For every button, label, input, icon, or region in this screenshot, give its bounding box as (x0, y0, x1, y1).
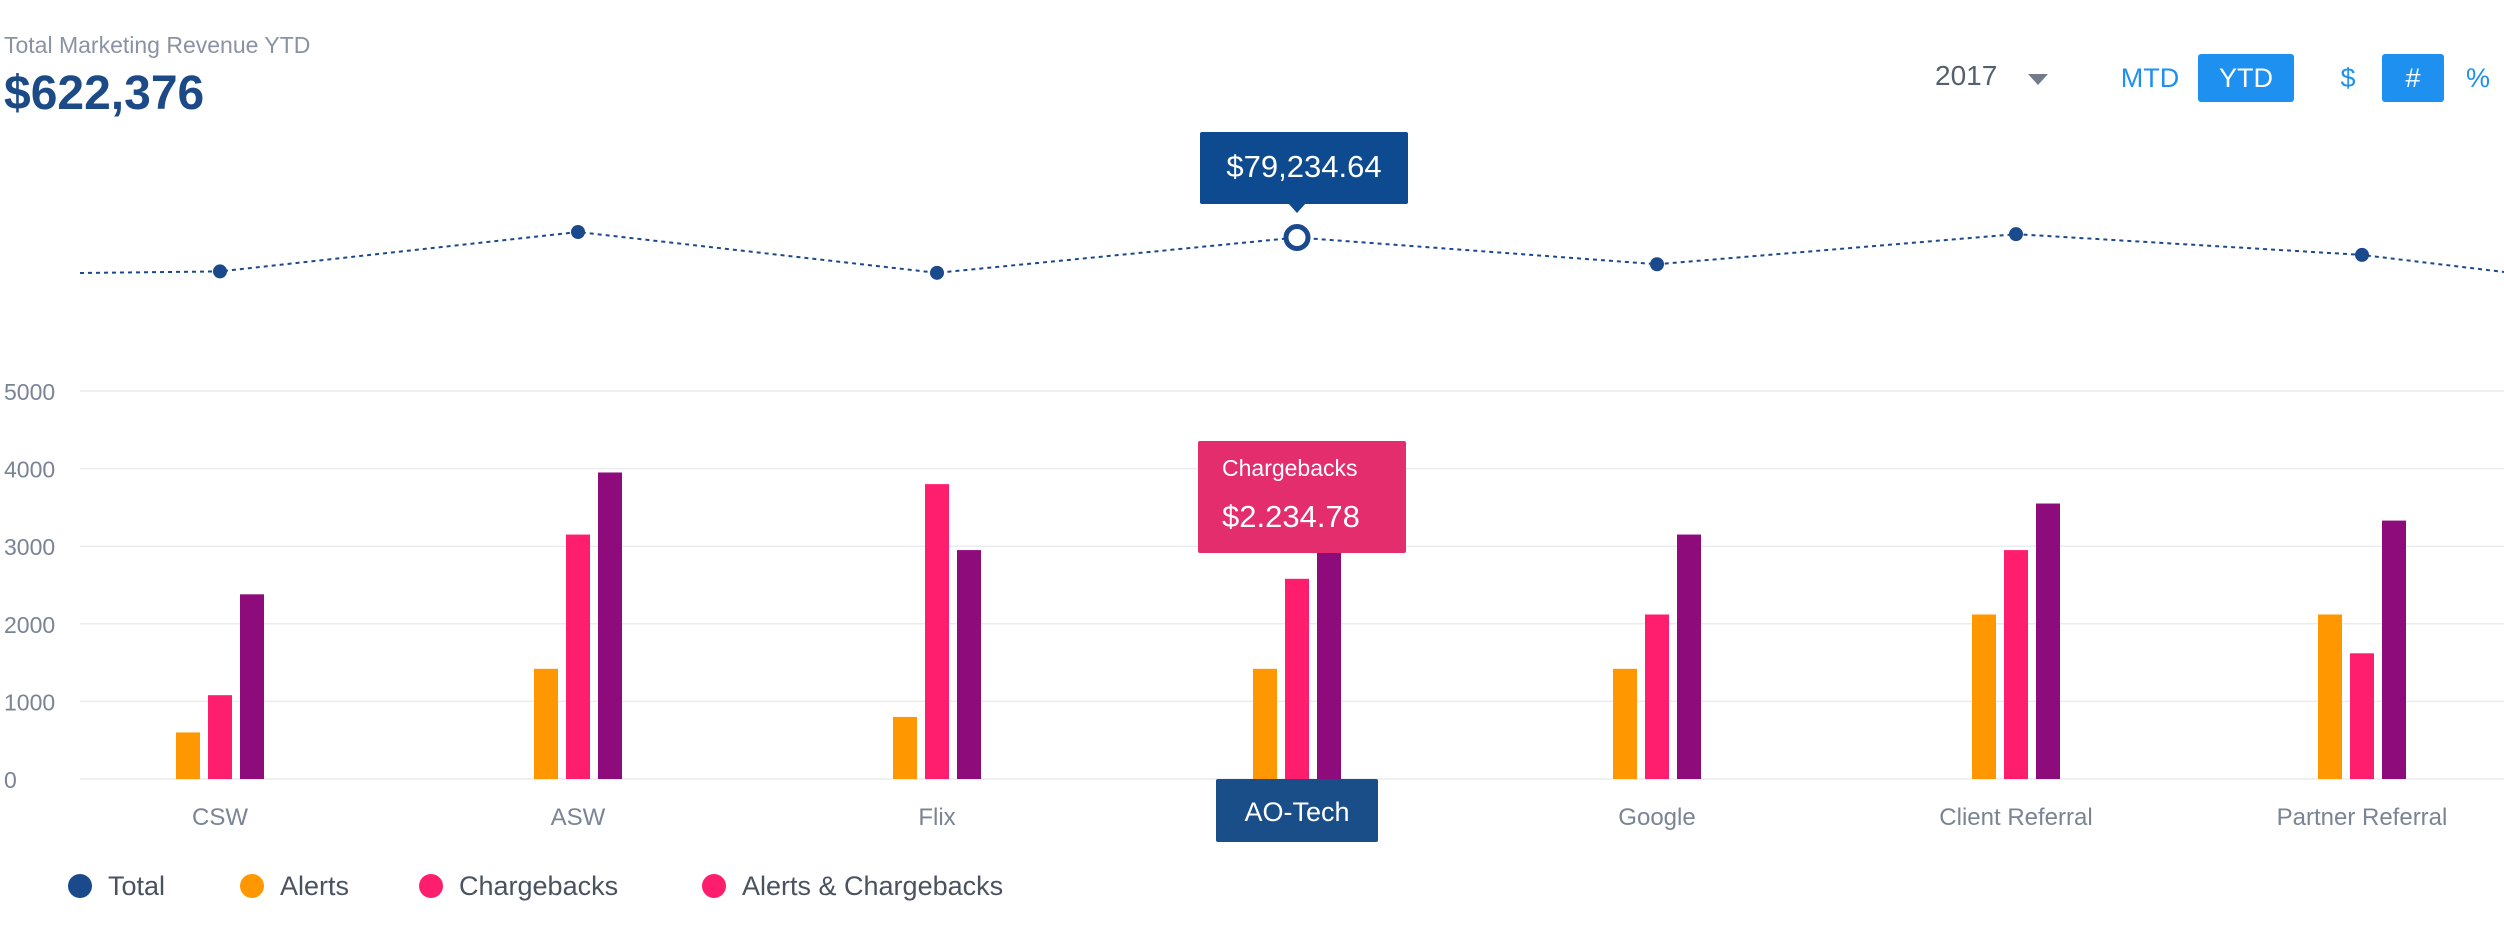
chargebacks-bar (566, 534, 590, 779)
chargebacks-tooltip (1198, 441, 1406, 553)
ytd-button[interactable]: YTD (2198, 54, 2294, 102)
x-tick-label: Client Referral (1939, 804, 2092, 831)
x-tick-label: AO-Tech (1244, 797, 1349, 827)
percent-unit-button[interactable]: % (2465, 63, 2490, 93)
alerts-bar (1972, 614, 1996, 779)
chargebacks-bar (925, 484, 949, 779)
total-point (2009, 227, 2023, 242)
y-tick-label: 2000 (4, 612, 55, 638)
total-tooltip (1200, 132, 1408, 204)
chargebacks-bar (208, 695, 232, 779)
alerts-bar (176, 732, 200, 779)
mtd-button[interactable]: MTD (2120, 63, 2180, 93)
legend-marker (68, 874, 92, 898)
total-point (2355, 247, 2369, 262)
x-tick-label: ASW (551, 804, 606, 831)
alerts-bar (1613, 668, 1637, 779)
chevron-down-icon[interactable] (2028, 74, 2048, 85)
legend-label: Chargebacks (459, 871, 618, 901)
x-tick-label: Flix (918, 804, 955, 831)
category-highlight-box (1216, 779, 1378, 842)
total-point (930, 265, 944, 280)
chargebacks-bar (1645, 614, 1669, 779)
widget-title: Total Marketing Revenue YTD (4, 32, 311, 58)
alerts-bar (534, 668, 558, 779)
chargebacks-tooltip-value: $2.234.78 (1222, 499, 1360, 534)
alerts-chargebacks-bar (598, 472, 622, 779)
y-tick-label: 0 (4, 767, 17, 793)
total-tooltip-value: $79,234.64 (1226, 149, 1381, 184)
chargebacks-tooltip-label: Chargebacks (1222, 455, 1358, 481)
x-tick-label: CSW (192, 804, 248, 831)
alerts-bar (1253, 668, 1277, 779)
chargebacks-bar (2350, 653, 2374, 779)
alerts-bar (893, 716, 917, 779)
y-tick-label: 5000 (4, 379, 55, 405)
x-tick-label: Google (1618, 804, 1695, 831)
total-tooltip-arrow (1288, 203, 1306, 213)
alerts-chargebacks-bar (2036, 503, 2060, 779)
count-unit-button[interactable]: # (2382, 54, 2444, 102)
y-tick-label: 3000 (4, 534, 55, 560)
alerts-chargebacks-bar (957, 550, 981, 779)
alerts-chargebacks-bar (1317, 546, 1341, 779)
legend-label: Total (108, 871, 165, 901)
dollar-unit-button[interactable]: $ (2340, 63, 2356, 93)
legend-label: Alerts (280, 871, 349, 901)
total-revenue-value: $622,376 (4, 67, 205, 120)
alerts-chargebacks-bar (240, 594, 264, 779)
chargebacks-bar (1285, 578, 1309, 779)
year-select-value[interactable]: 2017 (1935, 60, 1998, 91)
alerts-bar (2318, 614, 2342, 779)
x-tick-label: Partner Referral (2277, 804, 2448, 831)
total-point (213, 264, 227, 279)
legend-marker (419, 874, 443, 898)
y-tick-label: 4000 (4, 457, 55, 483)
legend-marker (702, 874, 726, 898)
y-tick-label: 1000 (4, 689, 55, 715)
legend-marker (240, 874, 264, 898)
alerts-chargebacks-bar (2382, 520, 2406, 779)
legend-label: Alerts & Chargebacks (742, 871, 1003, 901)
total-point-highlighted (1283, 223, 1311, 251)
total-point (571, 225, 585, 239)
alerts-chargebacks-bar (1677, 534, 1701, 779)
chargebacks-bar (2004, 550, 2028, 779)
total-point (1650, 257, 1664, 272)
